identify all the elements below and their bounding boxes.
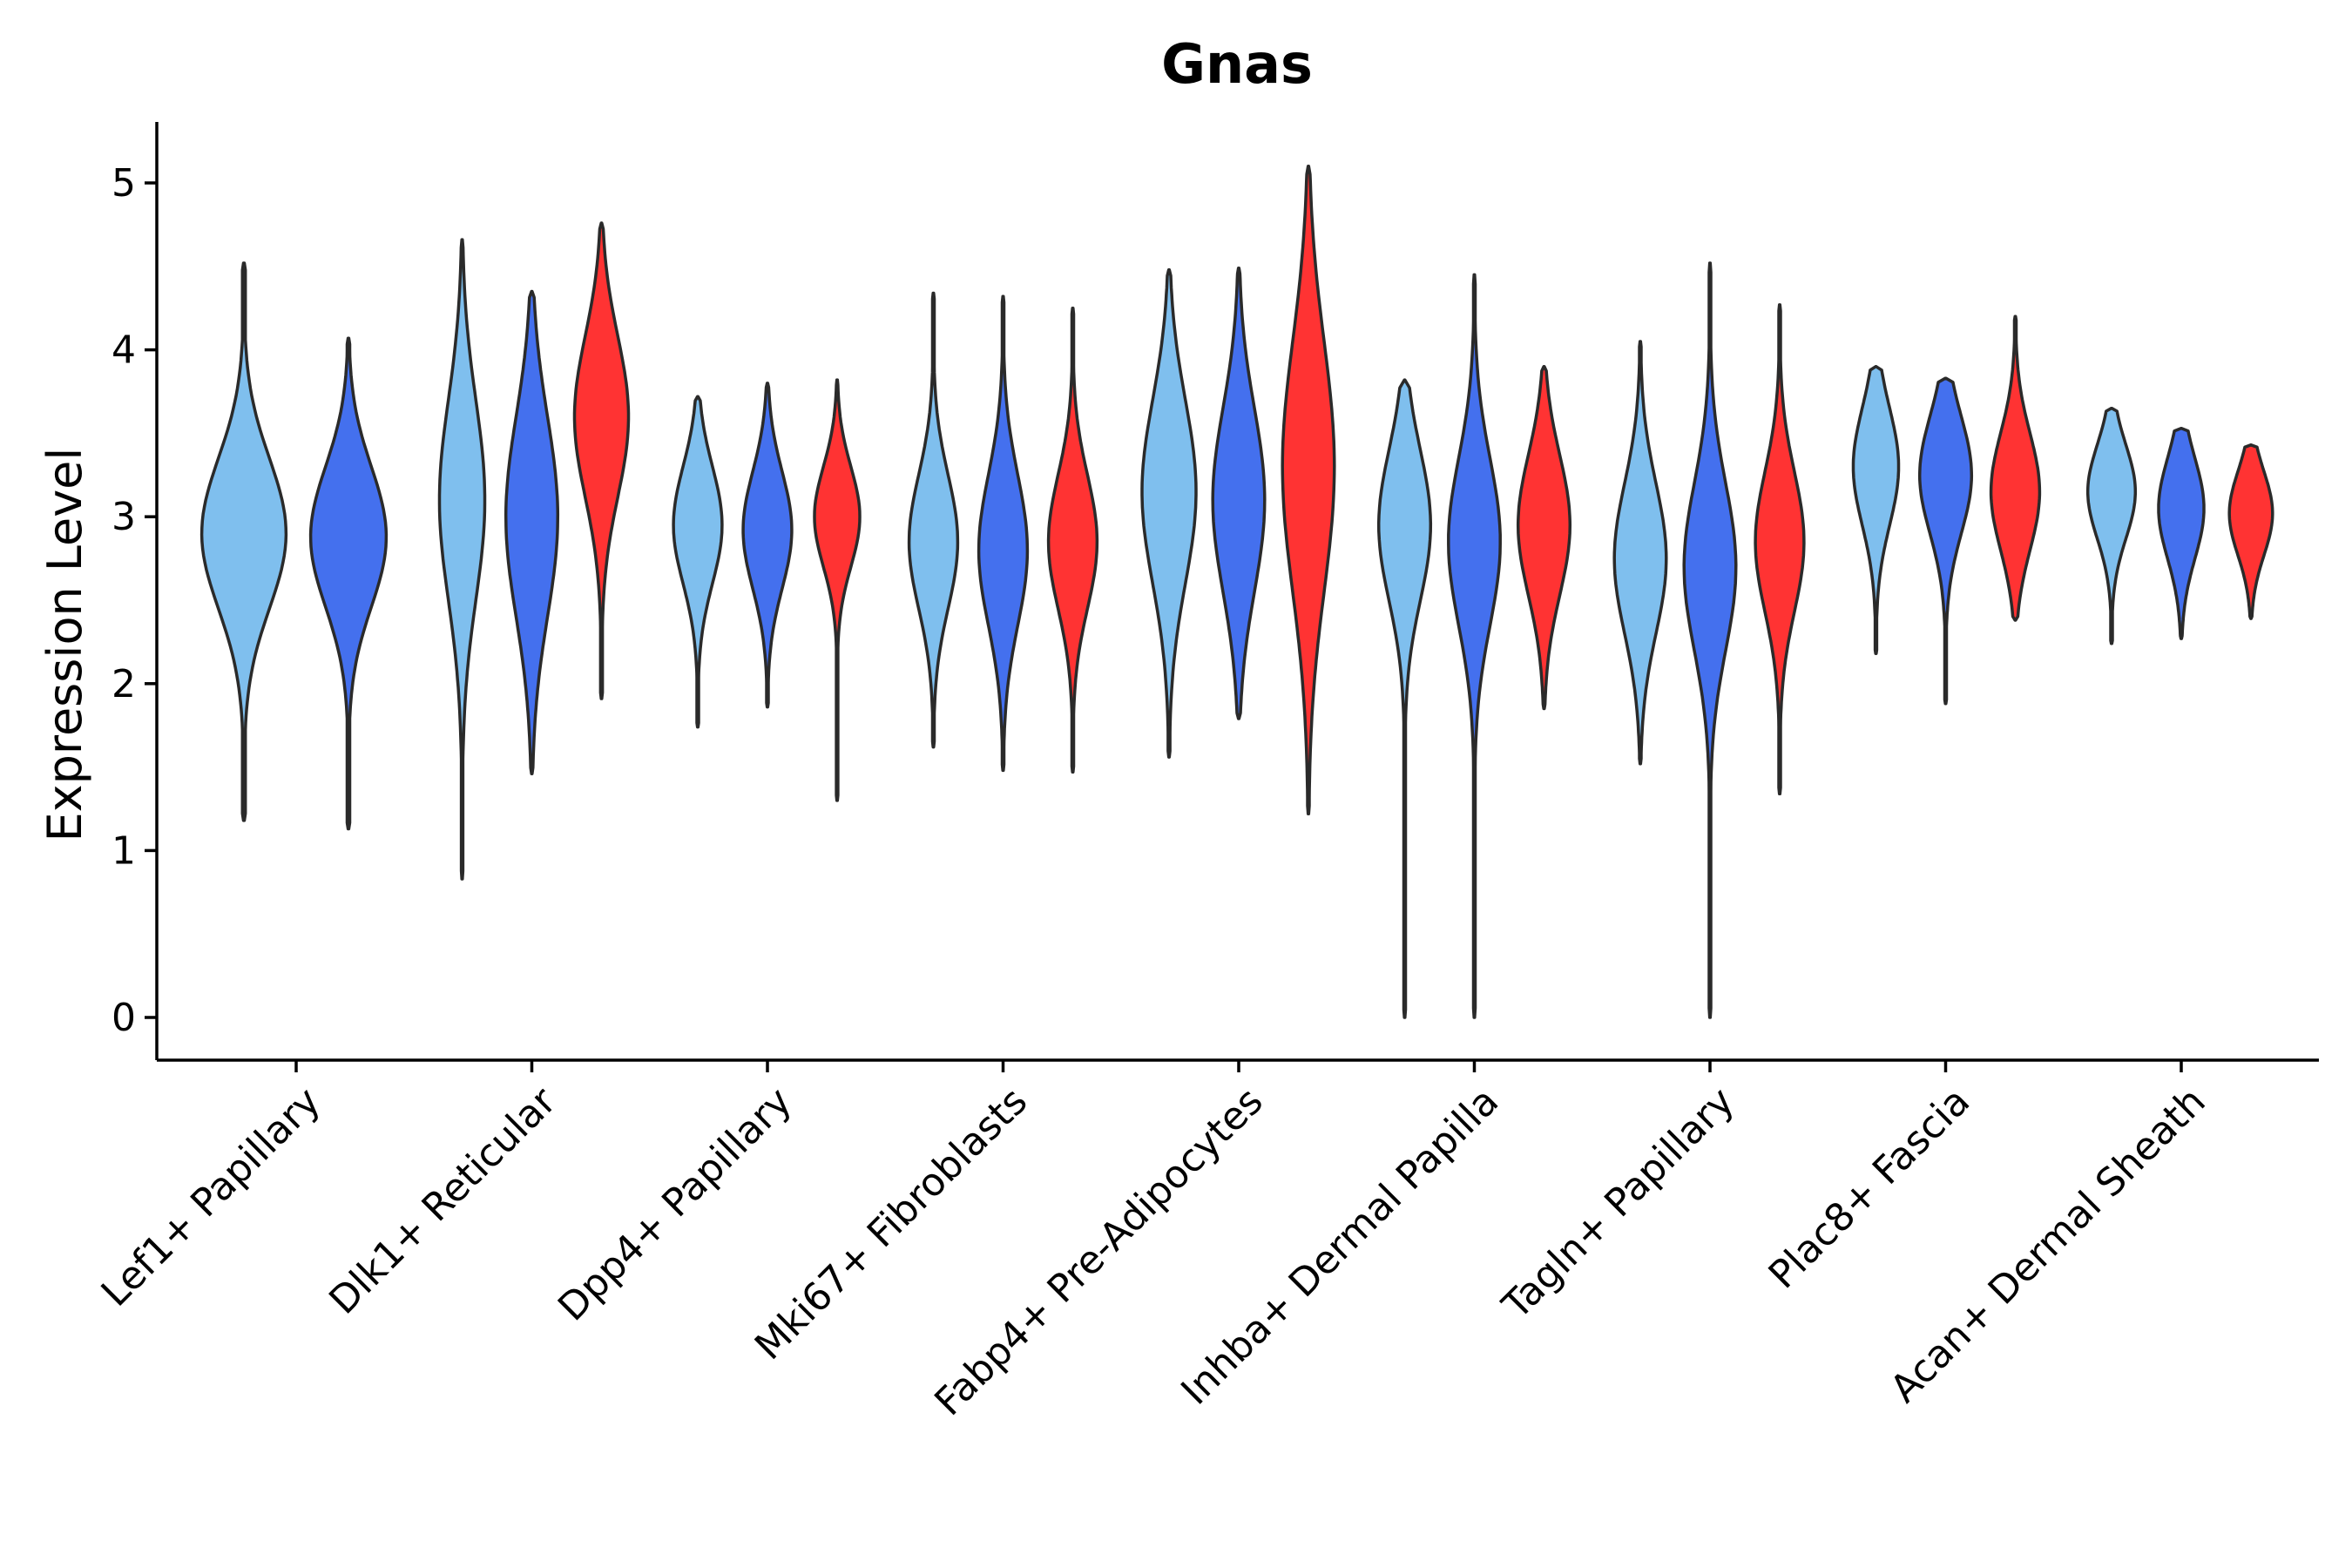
violin (977, 294, 1030, 773)
violin (741, 382, 794, 709)
x-tick-label: Tagln+ Papillary (1494, 1079, 1743, 1328)
violin (1447, 273, 1502, 1019)
x-tick-label: Lef1+ Papillary (93, 1079, 329, 1315)
violin (199, 261, 288, 822)
x-tick-label: Mki67+ Fibroblasts (747, 1079, 1036, 1369)
violin (2085, 406, 2138, 645)
violin (1046, 306, 1099, 774)
violin (2157, 426, 2206, 640)
y-tick-label: 3 (112, 495, 136, 539)
violin (1754, 303, 1806, 796)
x-tick-label: Plac8+ Fascia (1761, 1079, 1979, 1298)
violin (1281, 165, 1336, 815)
violin (672, 395, 724, 729)
y-ticks: 0 1 2 3 4 5 (112, 161, 157, 1040)
violin (813, 378, 862, 802)
y-tick-label: 2 (112, 662, 136, 706)
violin (1140, 267, 1198, 759)
violin (2227, 443, 2274, 620)
violin (1612, 340, 1668, 766)
y-tick-label: 0 (112, 996, 136, 1040)
violin (1211, 266, 1267, 720)
violin (907, 291, 960, 749)
x-tick-label: Dpp4+ Papillary (550, 1079, 801, 1330)
y-tick-label: 1 (112, 828, 136, 873)
x-tick-label: Dlk1+ Reticular (321, 1078, 565, 1323)
y-tick-label: 5 (112, 161, 136, 206)
violin-layer (199, 165, 2274, 1019)
violin (1516, 365, 1572, 711)
violin (1917, 376, 1974, 706)
violin (1989, 314, 2042, 622)
violin (572, 221, 631, 700)
y-axis-label: Expression Level (37, 448, 92, 842)
violin (437, 238, 487, 881)
violin (1682, 261, 1738, 1019)
chart-title: Gnas (1161, 32, 1313, 96)
y-tick-label: 4 (112, 328, 136, 373)
violin (1376, 378, 1433, 1019)
violin (1851, 365, 1901, 656)
violin (308, 336, 389, 831)
violin (504, 289, 560, 776)
